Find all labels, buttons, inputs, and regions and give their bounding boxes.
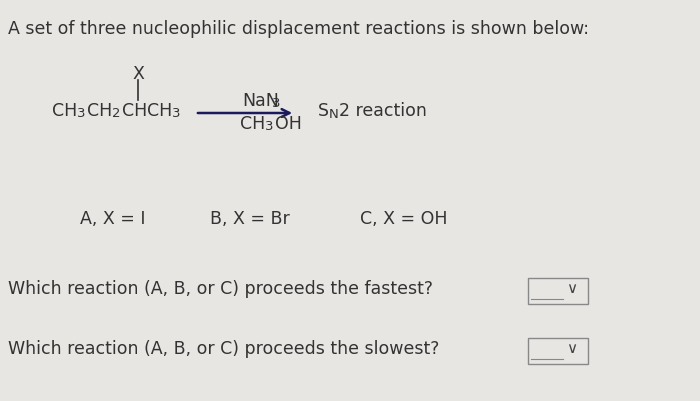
Text: 3: 3 <box>172 107 181 120</box>
Text: CH: CH <box>240 115 265 133</box>
Text: 3: 3 <box>265 120 274 133</box>
Text: A set of three nucleophilic displacement reactions is shown below:: A set of three nucleophilic displacement… <box>8 20 589 38</box>
FancyBboxPatch shape <box>528 338 588 364</box>
Text: CH: CH <box>122 102 147 120</box>
Text: N: N <box>329 108 339 121</box>
Text: 2: 2 <box>112 107 120 120</box>
Text: 3: 3 <box>272 97 281 110</box>
Text: 3: 3 <box>77 107 85 120</box>
Text: OH: OH <box>275 115 302 133</box>
Text: A, X = I: A, X = I <box>80 210 146 228</box>
Text: Which reaction (A, B, or C) proceeds the fastest?: Which reaction (A, B, or C) proceeds the… <box>8 280 433 298</box>
Text: C, X = OH: C, X = OH <box>360 210 447 228</box>
Text: NaN: NaN <box>242 92 279 110</box>
Text: ∨: ∨ <box>566 341 578 356</box>
Text: CH: CH <box>87 102 112 120</box>
Text: CH: CH <box>52 102 77 120</box>
Text: S: S <box>318 102 329 120</box>
Text: CH: CH <box>147 102 172 120</box>
Text: ∨: ∨ <box>566 281 578 296</box>
FancyBboxPatch shape <box>528 278 588 304</box>
Text: 2 reaction: 2 reaction <box>339 102 427 120</box>
Text: X: X <box>132 65 144 83</box>
Text: Which reaction (A, B, or C) proceeds the slowest?: Which reaction (A, B, or C) proceeds the… <box>8 340 440 358</box>
Text: B, X = Br: B, X = Br <box>210 210 290 228</box>
